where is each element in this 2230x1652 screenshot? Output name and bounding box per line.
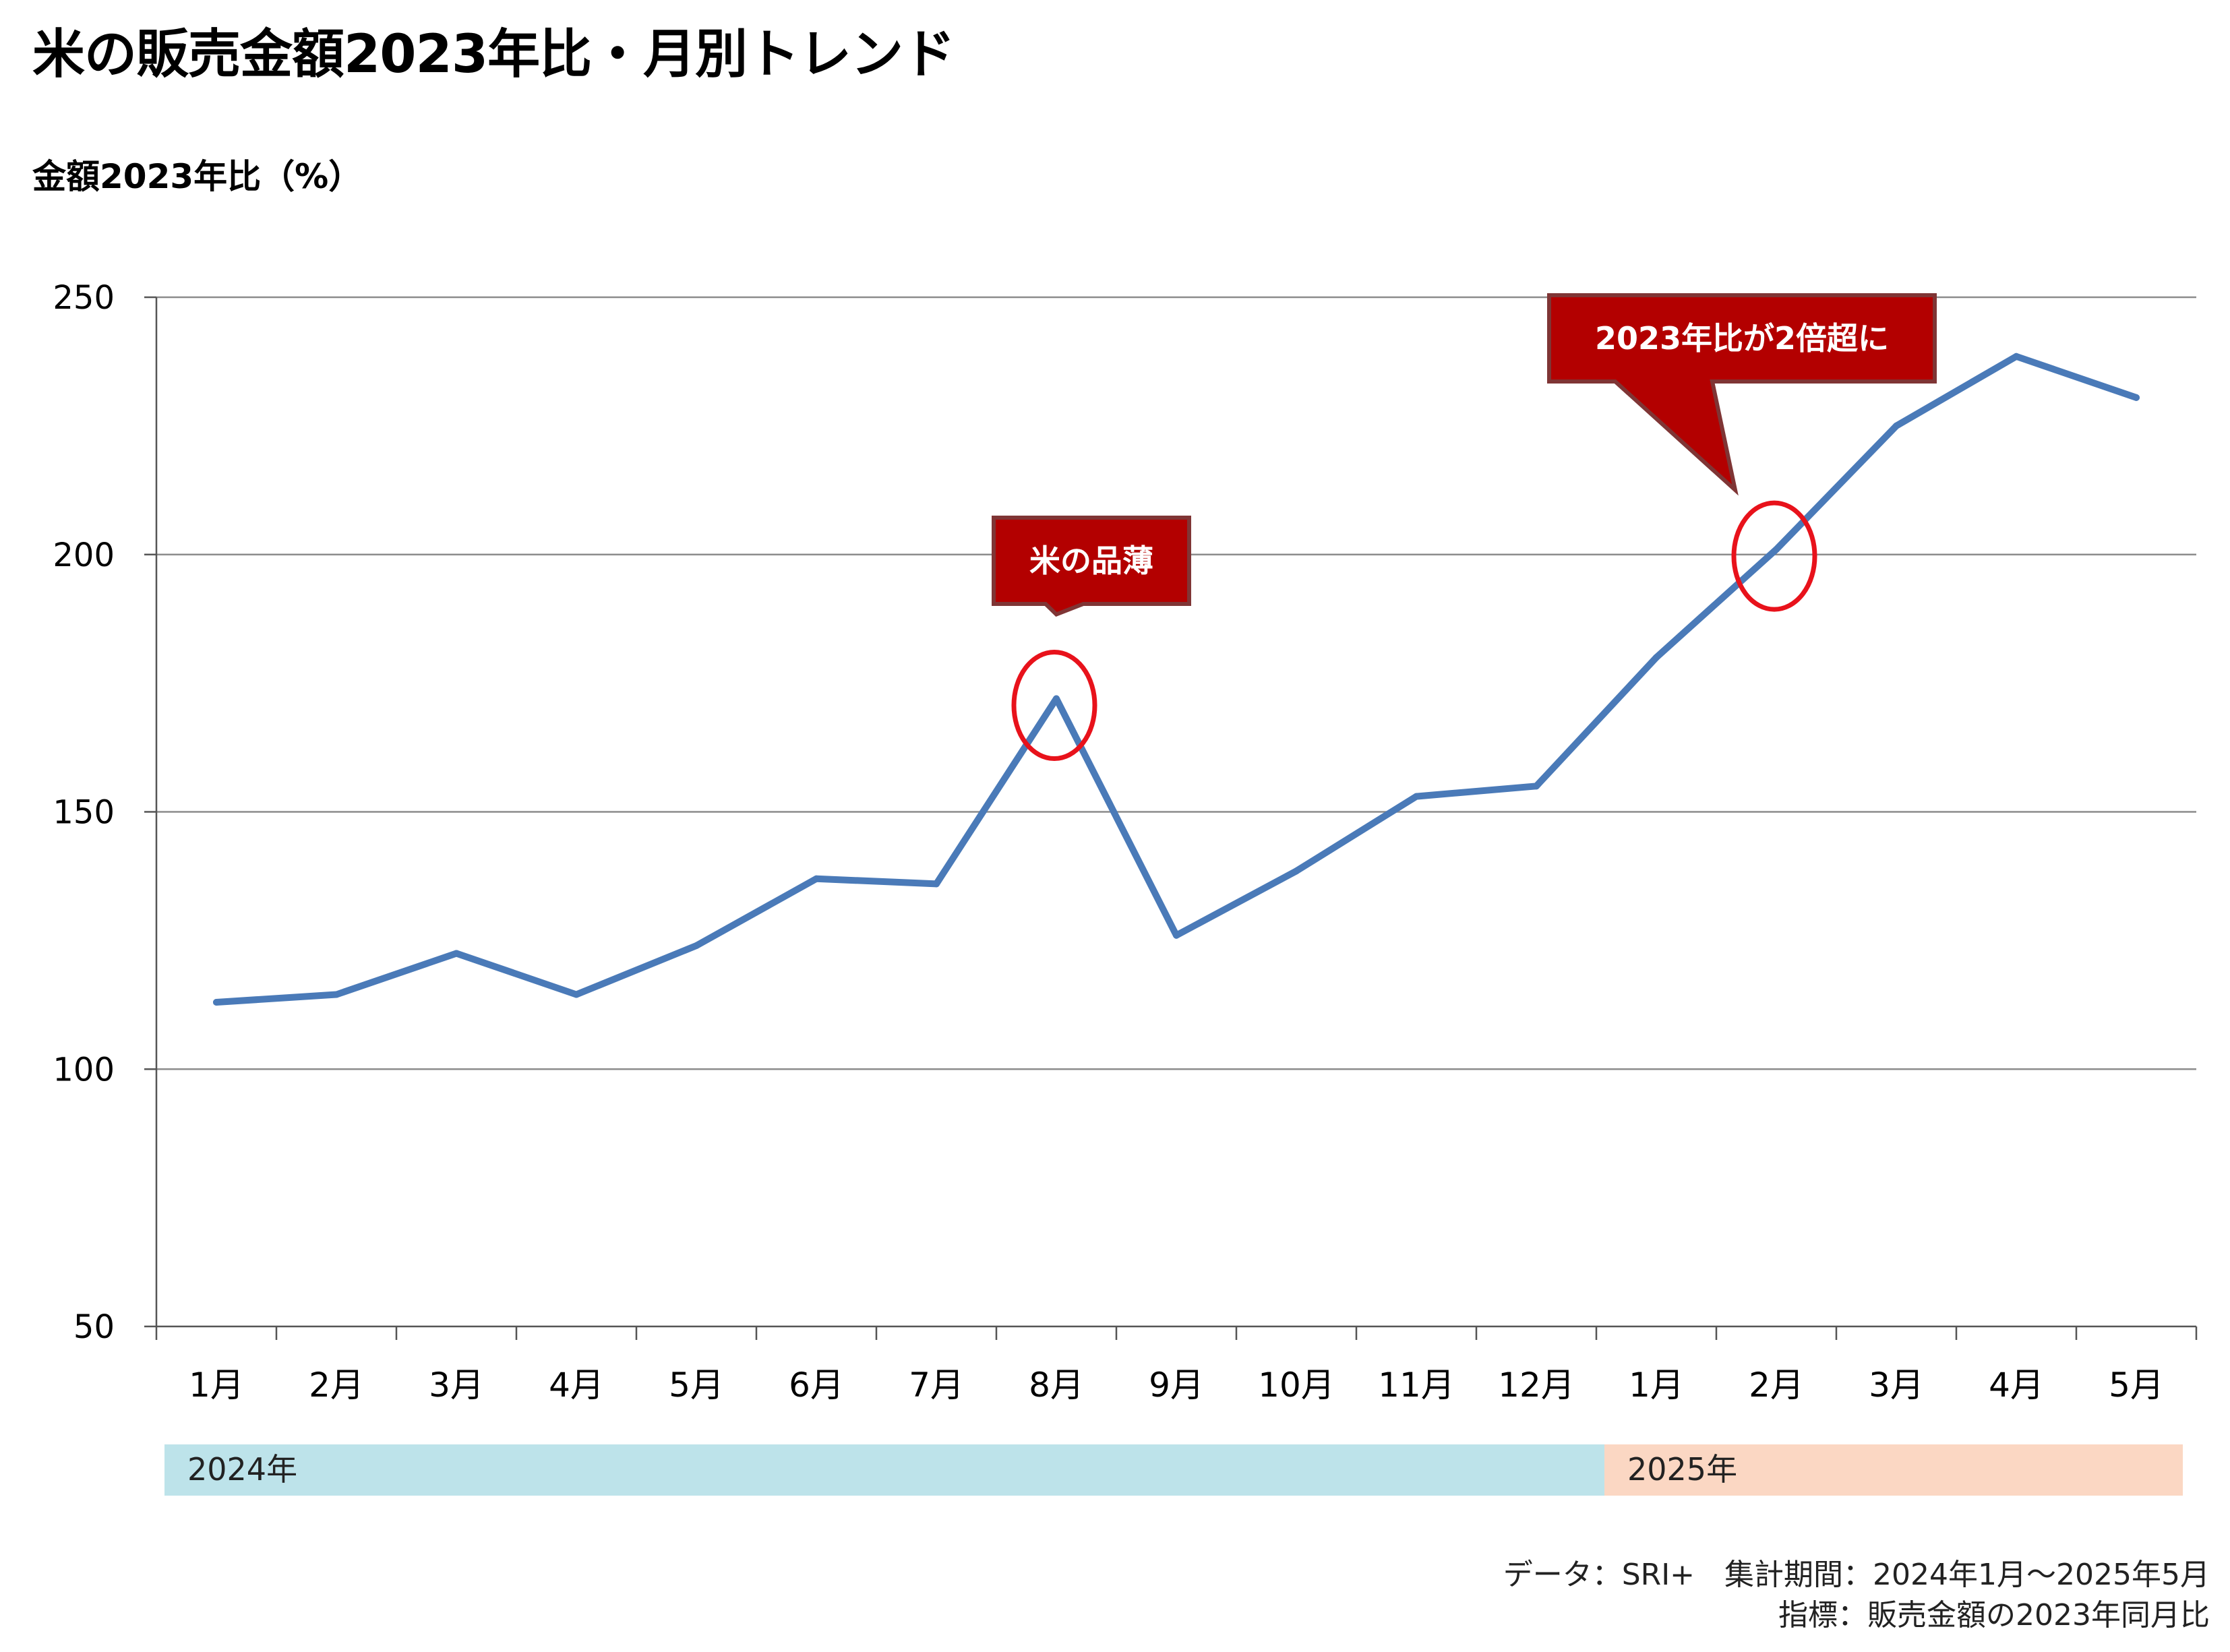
x-tick-label: 4月 <box>549 1366 604 1405</box>
x-tick-label: 7月 <box>909 1366 964 1405</box>
data-point <box>453 950 460 957</box>
highlight-circle <box>1731 500 1817 612</box>
data-point <box>1893 422 1900 429</box>
data-point <box>2133 394 2140 401</box>
data-point <box>1413 793 1420 800</box>
footer-data-source: データ：SRI+ 集計期間：2024年1月～2025年5月 <box>1503 1558 2210 1592</box>
data-point <box>2013 353 2020 360</box>
x-tick-label: 5月 <box>2109 1366 2164 1405</box>
highlight-circle <box>1011 650 1097 762</box>
callout-text: 2023年比が2倍超に <box>1595 320 1889 357</box>
y-tick-label: 100 <box>53 1051 115 1089</box>
x-tick-label: 1月 <box>1629 1366 1684 1405</box>
x-tick-label: 12月 <box>1498 1366 1575 1405</box>
x-tick-label: 1月 <box>189 1366 244 1405</box>
callout-box <box>992 516 1191 617</box>
annotations: 米の品薄 2023年比が2倍超に <box>992 293 1937 762</box>
x-tick-label: 8月 <box>1029 1366 1084 1405</box>
data-point <box>1173 931 1180 939</box>
chart-title: 米の販売金額2023年比・月別トレンド <box>32 24 955 85</box>
y-tick-label: 250 <box>53 279 115 317</box>
x-tick-label: 3月 <box>1869 1366 1924 1405</box>
data-point <box>1773 546 1780 553</box>
data-point <box>813 875 820 882</box>
y-tick-label: 200 <box>53 537 115 574</box>
year-band-0 <box>164 1444 1604 1496</box>
y-tick-labels: 50 100 150 200 250 <box>53 279 115 1346</box>
data-point <box>573 991 580 998</box>
data-point <box>1053 695 1060 702</box>
y-tick-label: 50 <box>73 1308 115 1346</box>
x-tick-labels: 1月 2月 3月 4月 5月 6月 7月 8月 9月 10月 11月 12月 1月 2月 3月 4月 5月 <box>189 1366 2164 1405</box>
x-tick-label: 5月 <box>669 1366 724 1405</box>
year-band-label: 2025年 <box>1627 1451 1737 1488</box>
callout-box <box>1547 293 1937 496</box>
data-point <box>333 991 340 998</box>
x-tick-label: 9月 <box>1149 1366 1204 1405</box>
year-band-label: 2024年 <box>187 1451 297 1488</box>
x-tick-label: 10月 <box>1258 1366 1335 1405</box>
x-tick-label: 2月 <box>1749 1366 1804 1405</box>
data-point <box>1653 654 1660 661</box>
series-line <box>213 353 2140 1006</box>
year-band-1 <box>1604 1444 2183 1496</box>
callout-text: 米の品薄 <box>1029 543 1153 579</box>
data-point <box>213 998 220 1006</box>
y-tick-label: 150 <box>53 794 115 832</box>
series-line-path <box>213 353 2140 1006</box>
data-point <box>1533 783 1540 790</box>
data-point <box>933 880 940 888</box>
x-tick-label: 4月 <box>1989 1366 2044 1405</box>
data-point <box>1293 867 1300 875</box>
axes <box>144 296 2198 1340</box>
y-axis-title: 金額2023年比（%） <box>32 157 363 196</box>
x-tick-label: 3月 <box>429 1366 484 1405</box>
x-tick-label: 6月 <box>789 1366 844 1405</box>
footer-metric: 指標：販売金額の2023年同月比 <box>1778 1598 2210 1632</box>
year-bands: 2024年 2025年 <box>164 1444 2183 1496</box>
x-tick-label: 11月 <box>1378 1366 1455 1405</box>
data-point <box>693 942 700 950</box>
x-tick-label: 2月 <box>309 1366 364 1405</box>
